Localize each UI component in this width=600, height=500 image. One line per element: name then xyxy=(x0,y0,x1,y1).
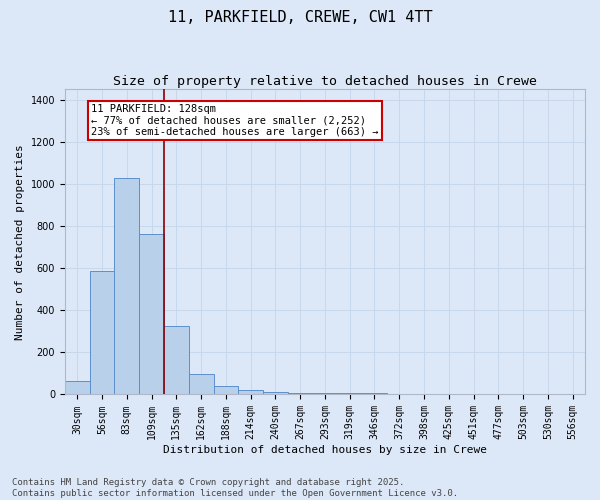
Bar xyxy=(139,234,164,394)
Text: 11 PARKFIELD: 128sqm
← 77% of detached houses are smaller (2,252)
23% of semi-de: 11 PARKFIELD: 128sqm ← 77% of detached h… xyxy=(91,104,379,137)
Y-axis label: Number of detached properties: Number of detached properties xyxy=(15,144,25,340)
Text: 11, PARKFIELD, CREWE, CW1 4TT: 11, PARKFIELD, CREWE, CW1 4TT xyxy=(167,10,433,25)
Bar xyxy=(115,178,139,394)
Bar xyxy=(89,272,115,394)
Title: Size of property relative to detached houses in Crewe: Size of property relative to detached ho… xyxy=(113,75,537,88)
Bar xyxy=(263,392,288,394)
Bar xyxy=(214,386,238,394)
Bar xyxy=(164,326,189,394)
X-axis label: Distribution of detached houses by size in Crewe: Distribution of detached houses by size … xyxy=(163,445,487,455)
Bar xyxy=(65,381,89,394)
Bar xyxy=(238,390,263,394)
Text: Contains HM Land Registry data © Crown copyright and database right 2025.
Contai: Contains HM Land Registry data © Crown c… xyxy=(12,478,458,498)
Bar xyxy=(189,374,214,394)
